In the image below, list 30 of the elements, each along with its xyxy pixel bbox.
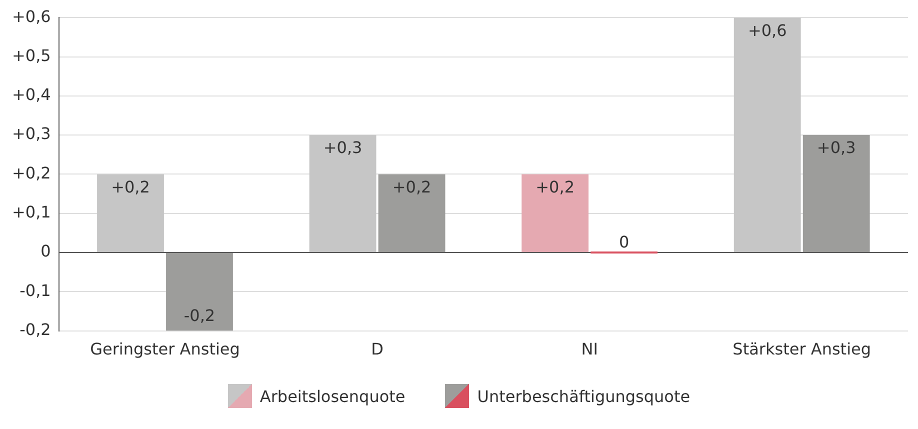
x-tick-label: Stärkster Anstieg bbox=[732, 340, 872, 359]
y-tick-label: +0,3 bbox=[12, 124, 51, 144]
data-label: 0 bbox=[618, 232, 630, 252]
bar bbox=[378, 174, 446, 252]
legend-label: Unterbeschäftigungsquote bbox=[477, 386, 690, 406]
y-tick-label: +0,1 bbox=[12, 202, 51, 222]
data-label: +0,2 bbox=[392, 177, 432, 196]
y-tick-label: -0,2 bbox=[20, 320, 51, 339]
data-label: +0,2 bbox=[111, 177, 150, 196]
x-tick-label: D bbox=[371, 340, 384, 359]
y-tick-label: +0,6 bbox=[12, 6, 51, 26]
y-tick-label: 0 bbox=[40, 242, 51, 261]
y-tick-label: +0,2 bbox=[12, 163, 51, 182]
y-tick-label: +0,4 bbox=[12, 85, 51, 104]
y-tick-label: -0,1 bbox=[20, 280, 51, 300]
y-tick-label: +0,5 bbox=[12, 46, 51, 65]
legend-label: Arbeitslosenquote bbox=[260, 386, 406, 406]
data-label: +0,3 bbox=[816, 138, 856, 158]
bar bbox=[522, 174, 589, 252]
x-tick-label: Geringster Anstieg bbox=[90, 340, 240, 359]
bar bbox=[734, 18, 801, 252]
data-label: -0,2 bbox=[184, 306, 216, 325]
bar bbox=[309, 135, 376, 252]
data-label: +0,2 bbox=[536, 177, 574, 196]
bar bbox=[97, 174, 164, 252]
data-label: +0,6 bbox=[748, 20, 787, 40]
data-label: +0,3 bbox=[323, 138, 362, 158]
bar bbox=[802, 135, 870, 252]
x-tick-label: NI bbox=[581, 340, 598, 359]
bar bbox=[166, 253, 233, 331]
